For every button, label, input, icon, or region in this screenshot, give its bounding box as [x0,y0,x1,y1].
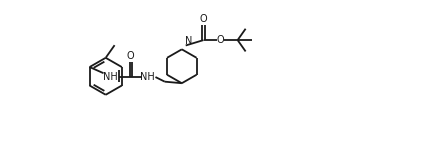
Text: NH: NH [103,72,118,82]
Text: O: O [217,35,224,45]
Text: O: O [127,51,134,61]
Text: NH: NH [140,72,155,82]
Text: N: N [185,36,192,46]
Text: O: O [200,14,207,24]
